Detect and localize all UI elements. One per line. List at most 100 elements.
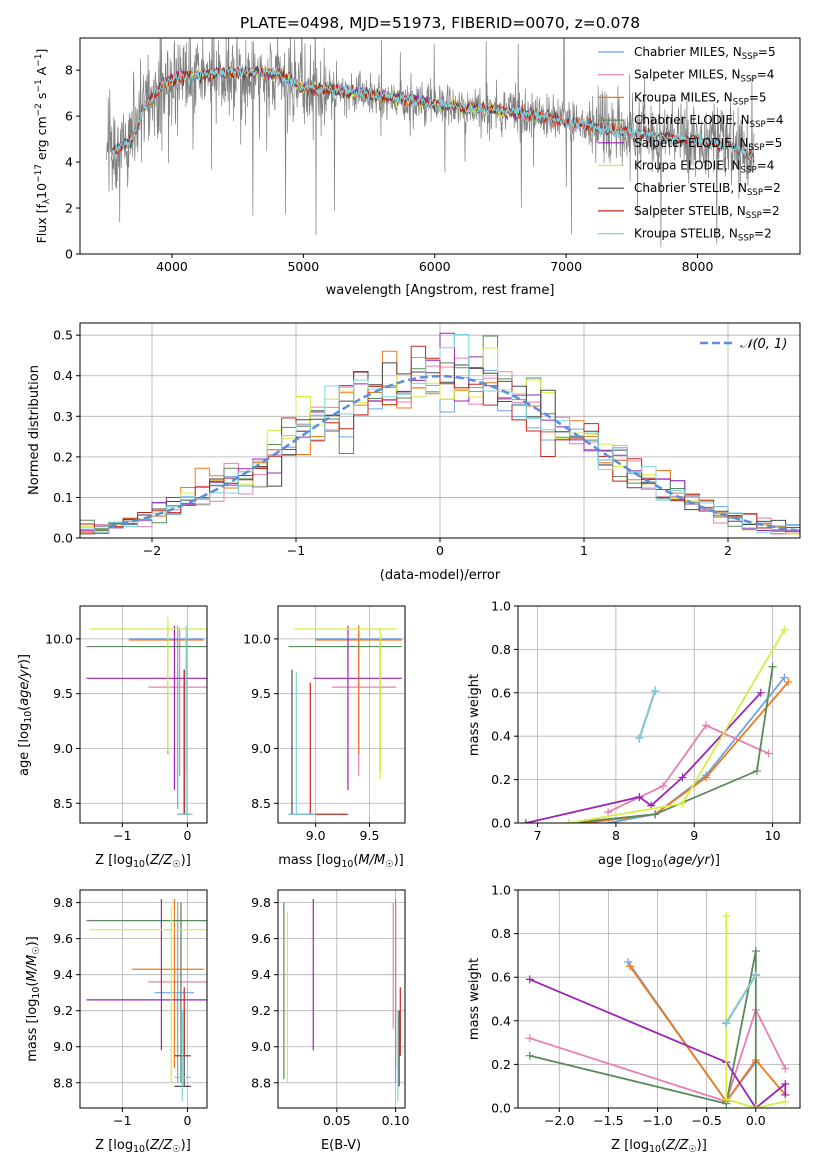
y-tick-label: 0.8 (491, 642, 511, 657)
x-tick-label: 9.0 (306, 828, 326, 843)
normal-curve (108, 374, 798, 532)
data-point (626, 962, 635, 971)
data-point (768, 662, 777, 671)
series-line (568, 629, 786, 823)
data-point (752, 766, 761, 775)
frame-age_vs_Z: −1 0 8.5 9.0 9.5 10.0 (45, 605, 208, 843)
data-point (784, 677, 793, 686)
x-axis-label: Z [log10(Z/Z☉)] (611, 1138, 707, 1155)
data-point (651, 810, 660, 819)
data-point (781, 1064, 790, 1073)
y-tick-label: 0.8 (491, 926, 511, 941)
axes-frame (517, 889, 801, 1109)
y-tick-label: 8.8 (251, 1075, 271, 1090)
y-tick-label: 9.4 (251, 967, 271, 982)
x-tick-label: 10 (765, 828, 781, 843)
legend-entry: Kroupa ELODIE, NSSP=4 (634, 159, 774, 176)
x-axis-label: wavelength [Angstrom, rest frame] (326, 283, 555, 298)
legend-entry: Chabrier MILES, NSSP=5 (634, 45, 776, 62)
y-tick-label: 8.8 (53, 1075, 73, 1090)
age_vs_Z-plot (86, 616, 207, 815)
axes-mass_vs_Z (80, 890, 207, 1108)
axes-frame (277, 889, 406, 1109)
x-tick-label: 0 (183, 828, 191, 843)
y-axis-label: mass weight (467, 958, 482, 1040)
axes-frame (277, 605, 406, 824)
mass_weight_vs_Z-plot (525, 912, 790, 1108)
x-tick-label: 5000 (287, 259, 319, 274)
y-tick-label: 8.5 (251, 796, 271, 811)
x-tick-label: −1 (287, 543, 305, 558)
x-tick-label: −0.5 (691, 1113, 721, 1128)
y-tick-label: 9.6 (53, 931, 73, 946)
series-line (629, 965, 786, 1104)
data-point (651, 686, 660, 695)
y-tick-label: 8.5 (53, 796, 73, 811)
y-tick-label: 0.2 (53, 449, 73, 464)
model-spectrum-line (111, 66, 755, 160)
y-tick-label: 0.0 (491, 816, 511, 831)
series-line (525, 692, 762, 823)
series-line (607, 677, 786, 823)
x-tick-label: −1.0 (642, 1113, 672, 1128)
data-point (751, 947, 760, 956)
legend-entry: Salpeter MILES, NSSP=4 (634, 68, 774, 85)
series-line (638, 690, 656, 739)
y-tick-label: 10.0 (243, 631, 271, 646)
residual-histogram (80, 334, 800, 534)
x-axis-label: Z [log10(Z/Z☉)] (95, 1138, 191, 1155)
x-tick-label: 2 (724, 543, 732, 558)
x-tick-label: 7 (534, 828, 542, 843)
figure-title: PLATE=0498, MJD=51973, FIBERID=0070, z=0… (240, 14, 640, 32)
axes-mass_vs_ebv (278, 890, 405, 1108)
frame-mass_weight_vs_Z: −2.0 −1.5 −1.0 −0.5 0.0 0.0 0.2 0.4 0.6 0.8 1.0 (491, 883, 801, 1128)
y-tick-label: 9.8 (251, 895, 271, 910)
x-tick-label: 0 (183, 1113, 191, 1128)
y-tick-label: 0.0 (491, 1101, 511, 1116)
x-tick-label: 8000 (682, 259, 714, 274)
axes-frame (79, 37, 801, 255)
data-point (525, 975, 534, 984)
legend-entry: Salpeter STELIB, NSSP=2 (634, 204, 780, 221)
y-tick-label: 9.5 (251, 686, 271, 701)
x-tick-label: −2.0 (544, 1113, 574, 1128)
data-point (521, 819, 530, 823)
data-point (678, 799, 687, 808)
y-tick-label: 0.5 (53, 328, 73, 343)
legend-entry: Kroupa STELIB, NSSP=2 (634, 227, 772, 244)
axes-frame (517, 605, 801, 824)
data-point (722, 1018, 731, 1027)
y-tick-label: 9.2 (251, 1003, 271, 1018)
y-tick-label: 2 (65, 201, 73, 216)
y-tick-label: 9.0 (251, 1039, 271, 1054)
y-tick-label: 0.4 (491, 1013, 511, 1028)
series-line (627, 961, 757, 1104)
y-tick-label: 0.2 (491, 1057, 511, 1072)
data-point (635, 792, 644, 801)
y-axis-label: Flux [fλ10−17 erg cm−2 s−1 A−1] (34, 49, 52, 244)
x-tick-label: −2 (143, 543, 161, 558)
mass_vs_Z-plot (86, 899, 207, 1101)
spectrum-plot (105, 38, 755, 248)
frame-mass_vs_Z: −1 0 8.8 9.0 9.2 9.4 9.6 9.8 (53, 889, 208, 1128)
frame-mass_weight_vs_age: 7 8 9 10 0.0 0.2 0.4 0.6 0.8 1.0 (491, 599, 801, 843)
y-tick-label: 1.0 (491, 883, 511, 898)
legend-entry: Salpeter ELODIE, NSSP=5 (634, 136, 782, 153)
data-point (525, 1051, 534, 1060)
data-point (564, 819, 573, 823)
legend-entry: Chabrier ELODIE, NSSP=4 (634, 113, 783, 130)
x-tick-label: 9.5 (360, 828, 380, 843)
residual-histogram (80, 357, 800, 535)
y-axis-label: Normed distribution (27, 365, 42, 495)
series-line (725, 974, 757, 1024)
data-point (751, 1104, 760, 1108)
x-tick-label: 0 (436, 543, 444, 558)
y-tick-label: 9.0 (251, 741, 271, 756)
x-axis-label: age [log10(age/yr)] (598, 853, 720, 870)
data-point (635, 734, 644, 743)
x-tick-label: −1 (113, 828, 131, 843)
y-tick-label: 9.0 (53, 741, 73, 756)
y-tick-label: 0.2 (491, 772, 511, 787)
axes-mass_weight_vs_age (518, 605, 800, 824)
